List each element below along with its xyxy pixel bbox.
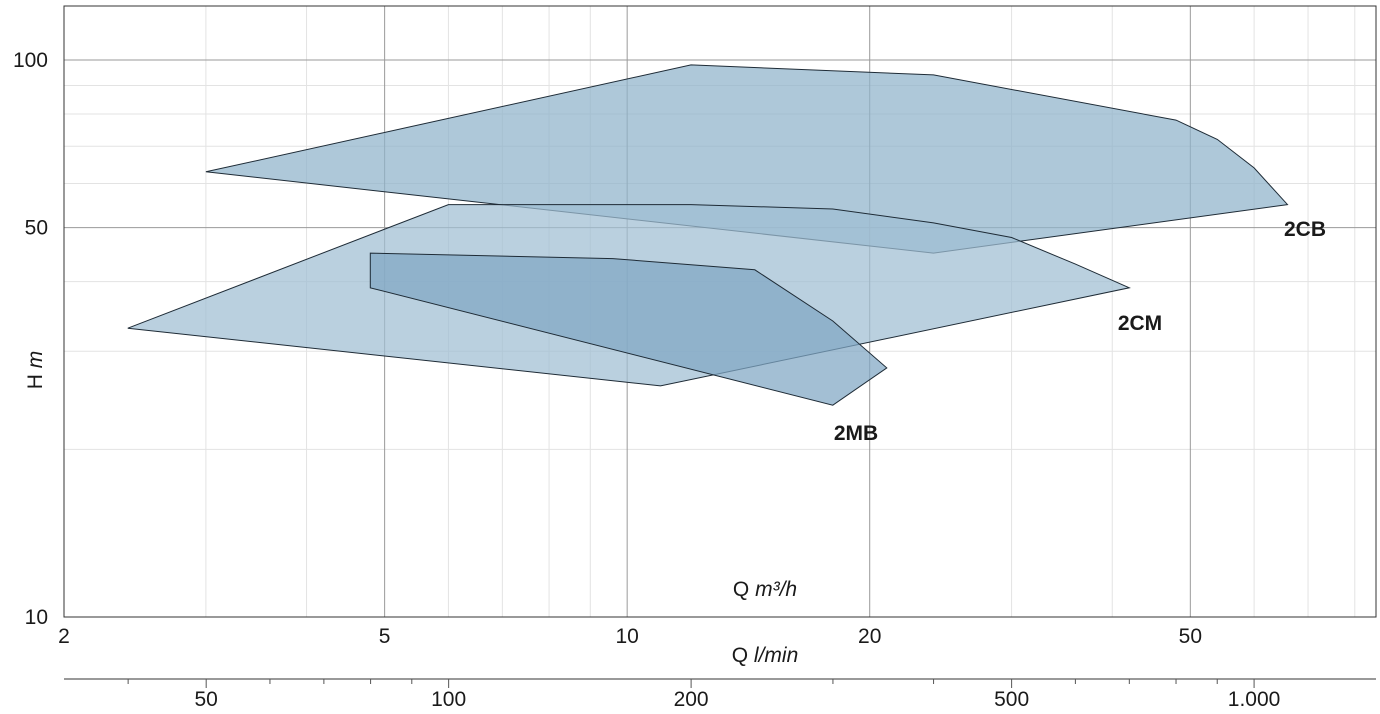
series-label-2cb: 2CB — [1284, 218, 1326, 241]
y-tick-label: 100 — [13, 49, 48, 72]
series-label-2cm: 2CM — [1118, 312, 1162, 335]
y-tick-label: 50 — [25, 217, 48, 240]
series-label-2mb: 2MB — [834, 422, 878, 445]
x-axis-title-lmin: Q l/min — [732, 644, 799, 667]
x2-tick-label: 500 — [994, 688, 1029, 711]
x-tick-label: 20 — [858, 625, 881, 648]
series-areas — [127, 64, 1289, 406]
x2-tick-label: 100 — [431, 688, 466, 711]
x-tick-label: 5 — [379, 625, 391, 648]
plot-frame — [63, 5, 1377, 618]
x-tick-label: 10 — [615, 625, 638, 648]
x-tick-label: 2 — [58, 625, 70, 648]
series-area-2mb — [369, 252, 888, 406]
series-labels: 2CB 2CM 2MB — [834, 218, 1326, 445]
x2-tick-label: 200 — [674, 688, 709, 711]
x-tick-labels: 2 5 10 20 50 — [58, 625, 1202, 648]
x2-tick-label: 50 — [195, 688, 218, 711]
series-area-2cb — [205, 64, 1289, 254]
x-tick-label: 50 — [1179, 625, 1202, 648]
y-tick-label: 10 — [25, 606, 48, 629]
x-axis-title-m3h: Q m³/h — [733, 578, 797, 601]
y-axis-title: H m — [24, 351, 47, 390]
y-tick-labels: 10 50 100 — [13, 49, 48, 629]
secondary-x-axis: 50 100 200 500 1.000 — [64, 678, 1376, 711]
x2-tick-label: 1.000 — [1228, 688, 1281, 711]
